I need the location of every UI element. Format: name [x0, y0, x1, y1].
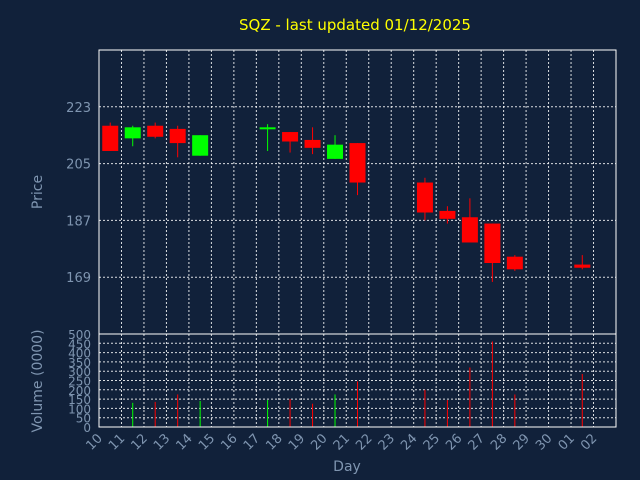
candle — [259, 124, 276, 151]
price-candles — [102, 122, 591, 282]
day-tick-label: 28 — [488, 431, 510, 453]
price-gridlines — [99, 50, 616, 334]
volume-bars — [132, 341, 583, 427]
day-tick-label: 16 — [218, 431, 240, 453]
candle — [327, 135, 344, 159]
volume-tick-label: 0 — [83, 421, 91, 435]
volume-tick-label: 250 — [68, 375, 91, 389]
price-panel: 169 187 205 223 Price — [30, 49, 617, 335]
day-tick-label: 24 — [398, 431, 420, 453]
price-tick-label: 169 — [66, 271, 91, 286]
day-tick-label: 30 — [533, 431, 555, 453]
day-tick-label: 14 — [173, 431, 195, 453]
candle-body — [416, 182, 433, 213]
candle — [439, 206, 456, 224]
candle-body — [506, 256, 523, 270]
price-axis-label: Price — [30, 175, 46, 209]
candle — [416, 177, 433, 221]
day-tick-label: 26 — [443, 431, 465, 453]
volume-tick-label: 500 — [68, 328, 91, 342]
candle — [349, 143, 366, 196]
candle — [484, 223, 501, 282]
volume-tick-label: 350 — [68, 356, 91, 370]
candle-body — [349, 143, 366, 183]
candle — [506, 255, 523, 271]
volume-tick-label: 450 — [68, 337, 91, 351]
volume-gridlines — [99, 334, 616, 427]
day-tick-label: 01 — [556, 431, 578, 453]
candle — [147, 122, 164, 139]
day-tick-label: 13 — [151, 431, 173, 453]
day-tick-label: 21 — [331, 431, 353, 453]
day-tick-label: 20 — [308, 431, 330, 453]
volume-tick-label: 300 — [68, 365, 91, 379]
candle-body — [439, 210, 456, 219]
day-tick-label: 15 — [196, 431, 218, 453]
candle-body — [102, 125, 119, 151]
volume-tick-label: 400 — [68, 347, 91, 361]
candle-body — [574, 264, 591, 268]
candle-body — [282, 132, 299, 142]
day-axis-label: Day — [333, 459, 361, 475]
candle-body — [169, 128, 186, 144]
volume-plot-frame — [98, 333, 617, 428]
candle — [124, 125, 141, 147]
candle — [169, 125, 186, 158]
candle-body — [192, 135, 209, 156]
candle — [282, 132, 299, 153]
day-tick-label: 27 — [466, 431, 488, 453]
day-tick-label: 12 — [128, 431, 150, 453]
candle — [574, 255, 591, 270]
day-tick-label: 18 — [263, 431, 285, 453]
candle — [192, 135, 209, 156]
day-tick-label: 29 — [511, 431, 533, 453]
price-tick-label: 205 — [66, 158, 91, 173]
price-tick-label: 187 — [66, 214, 91, 229]
candle-body — [484, 223, 501, 263]
candle-body — [461, 217, 478, 243]
day-x-ticks: 10 11 12 13 14 15 16 17 18 19 20 21 22 23 24 25 26 27 28 29… — [84, 431, 601, 453]
day-tick-label: 02 — [578, 431, 600, 453]
chart-title: SQZ - last updated 01/12/2025 — [239, 16, 471, 34]
candle-body — [304, 139, 321, 148]
price-tick-label: 223 — [66, 101, 91, 116]
day-tick-label: 22 — [353, 431, 375, 453]
day-tick-label: 11 — [106, 431, 128, 453]
day-tick-label: 17 — [241, 431, 263, 453]
volume-tick-label: 200 — [68, 384, 91, 398]
day-tick-label: 25 — [421, 431, 443, 453]
candle — [304, 127, 321, 155]
price-y-ticks: 169 187 205 223 — [66, 101, 91, 286]
candle — [102, 122, 119, 151]
candle-body — [259, 127, 276, 130]
volume-tick-label: 150 — [68, 393, 91, 407]
volume-tick-label: 100 — [68, 402, 91, 416]
day-tick-label: 23 — [376, 431, 398, 453]
volume-axis-label: Volume (0000) — [30, 329, 46, 432]
volume-tick-label: 50 — [76, 412, 91, 426]
candle-body — [147, 125, 164, 137]
candle — [461, 198, 478, 243]
day-tick-label: 19 — [286, 431, 308, 453]
candle-body — [327, 144, 344, 159]
candle-body — [124, 127, 141, 139]
